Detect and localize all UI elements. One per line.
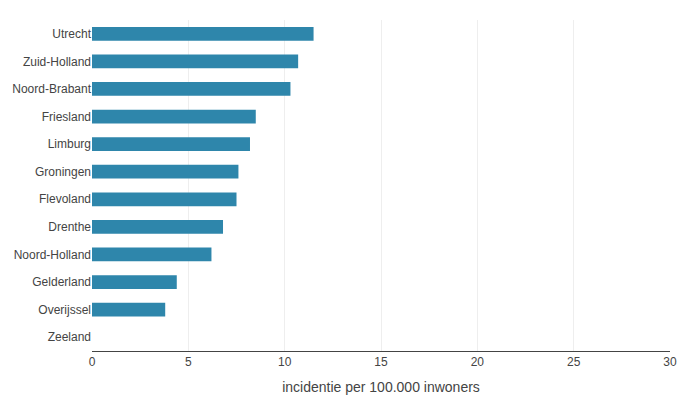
svg-text:Flevoland: Flevoland — [39, 192, 91, 206]
svg-text:15: 15 — [374, 355, 388, 369]
svg-text:Drenthe: Drenthe — [48, 220, 91, 234]
svg-text:Zeeland: Zeeland — [48, 330, 91, 344]
svg-text:Noord-Holland: Noord-Holland — [14, 248, 91, 262]
svg-text:Zuid-Holland: Zuid-Holland — [23, 55, 91, 69]
svg-text:Noord-Brabant: Noord-Brabant — [12, 82, 91, 96]
svg-text:25: 25 — [567, 355, 581, 369]
svg-text:10: 10 — [278, 355, 292, 369]
svg-text:incidentie per 100.000 inwoner: incidentie per 100.000 inwoners — [282, 379, 480, 395]
svg-text:30: 30 — [663, 355, 677, 369]
svg-text:5: 5 — [185, 355, 192, 369]
svg-text:Overijssel: Overijssel — [38, 303, 91, 317]
svg-text:0: 0 — [89, 355, 96, 369]
svg-text:20: 20 — [471, 355, 485, 369]
svg-text:Utrecht: Utrecht — [52, 27, 91, 41]
svg-text:Gelderland: Gelderland — [32, 275, 91, 289]
svg-text:Groningen: Groningen — [35, 165, 91, 179]
svg-text:Limburg: Limburg — [48, 137, 91, 151]
svg-text:Friesland: Friesland — [42, 110, 91, 124]
